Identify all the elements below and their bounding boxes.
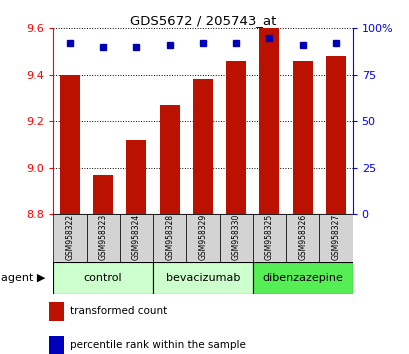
Bar (153, 214, 186, 262)
Text: GSM958325: GSM958325 (264, 214, 273, 260)
Bar (160, 105, 179, 214)
Text: GSM958328: GSM958328 (165, 214, 174, 260)
Text: GSM958323: GSM958323 (99, 214, 108, 260)
Bar (53, 262, 153, 294)
Bar (49, 302, 63, 321)
Bar (292, 61, 312, 214)
Bar (252, 214, 285, 262)
Text: GSM958326: GSM958326 (297, 214, 306, 260)
Text: GSM958329: GSM958329 (198, 214, 207, 260)
Text: GSM958324: GSM958324 (132, 214, 141, 260)
Text: control: control (84, 273, 122, 283)
Bar (93, 175, 113, 214)
Bar (226, 61, 245, 214)
Bar (219, 214, 252, 262)
Bar (49, 336, 63, 354)
Text: agent ▶: agent ▶ (1, 273, 45, 283)
Bar (126, 140, 146, 214)
Text: transformed count: transformed count (70, 306, 166, 316)
Text: GSM958327: GSM958327 (330, 214, 339, 260)
Text: GSM958330: GSM958330 (231, 214, 240, 260)
Bar (259, 27, 279, 214)
Bar (53, 214, 86, 262)
Bar (252, 262, 352, 294)
Bar (193, 79, 212, 214)
Text: GSM958322: GSM958322 (65, 214, 74, 260)
Text: bevacizumab: bevacizumab (165, 273, 240, 283)
Text: dibenzazepine: dibenzazepine (262, 273, 342, 283)
Bar (119, 214, 153, 262)
Bar (60, 75, 80, 214)
Bar (325, 56, 345, 214)
Title: GDS5672 / 205743_at: GDS5672 / 205743_at (129, 14, 276, 27)
Bar (86, 214, 119, 262)
Bar (186, 214, 219, 262)
Text: percentile rank within the sample: percentile rank within the sample (70, 340, 245, 350)
Bar (153, 262, 252, 294)
Bar (319, 214, 352, 262)
Bar (285, 214, 319, 262)
